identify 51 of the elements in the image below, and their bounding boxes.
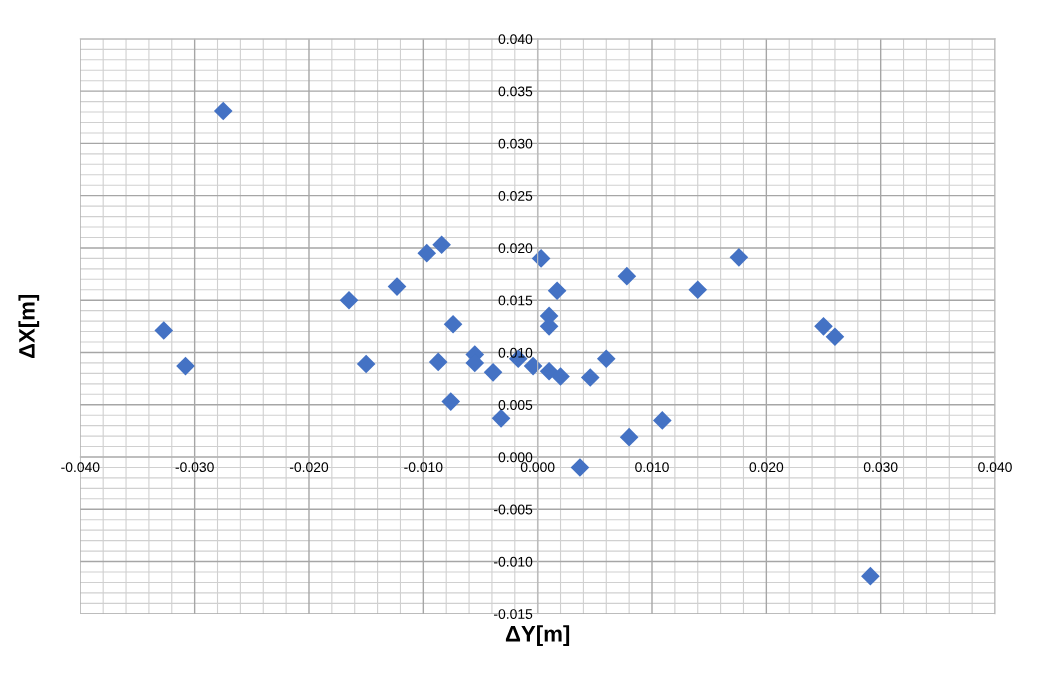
point: [441, 392, 461, 411]
y-tick-label: 0.025: [498, 191, 533, 201]
point: [417, 243, 437, 263]
point: [432, 235, 451, 255]
y-axis-title: ΔX[m]: [18, 294, 40, 359]
point: [213, 101, 233, 121]
point: [428, 352, 448, 372]
point: [339, 290, 359, 310]
x-tick-label: 0.030: [863, 462, 898, 473]
point: [176, 356, 195, 376]
point: [596, 349, 616, 369]
y-tick-label: 0.000: [498, 452, 533, 463]
y-tick-label: -0.015: [494, 609, 533, 619]
point: [617, 266, 637, 286]
x-axis-title: ΔY[m]: [505, 625, 570, 647]
y-tick-label: 0.020: [498, 243, 533, 254]
point: [547, 281, 567, 301]
point: [523, 356, 543, 376]
point: [531, 249, 551, 268]
point: [688, 280, 708, 300]
point: [570, 458, 590, 477]
point: [729, 248, 749, 267]
point: [825, 327, 845, 347]
point: [814, 317, 833, 336]
x-tick-label: -0.040: [61, 462, 100, 473]
point: [652, 411, 672, 430]
point: [483, 363, 503, 382]
x-tick-label: 0.020: [749, 462, 784, 473]
x-tick-label: -0.030: [175, 462, 214, 473]
point: [580, 368, 600, 387]
point: [443, 314, 463, 334]
point: [861, 566, 880, 586]
point: [387, 277, 407, 296]
y-tick-label: -0.010: [494, 556, 533, 567]
point: [619, 427, 639, 447]
x-tick-label: 0.000: [520, 462, 555, 473]
y-tick-label: 0.015: [498, 295, 533, 306]
y-tick-label: 0.005: [498, 400, 533, 410]
point: [356, 354, 376, 374]
point: [491, 409, 511, 428]
point: [551, 367, 570, 386]
x-tick-label: -0.010: [404, 462, 443, 473]
y-tick-label: -0.005: [494, 504, 533, 515]
y-tick-label: 0.040: [498, 34, 533, 45]
x-tick-label: 0.040: [978, 462, 1012, 473]
point: [539, 361, 559, 381]
x-tick-label: 0.010: [635, 462, 669, 473]
y-tick-label: 0.035: [498, 86, 533, 97]
point: [154, 321, 174, 340]
x-tick-label: -0.020: [289, 462, 329, 473]
y-tick-label: 0.030: [498, 138, 533, 149]
